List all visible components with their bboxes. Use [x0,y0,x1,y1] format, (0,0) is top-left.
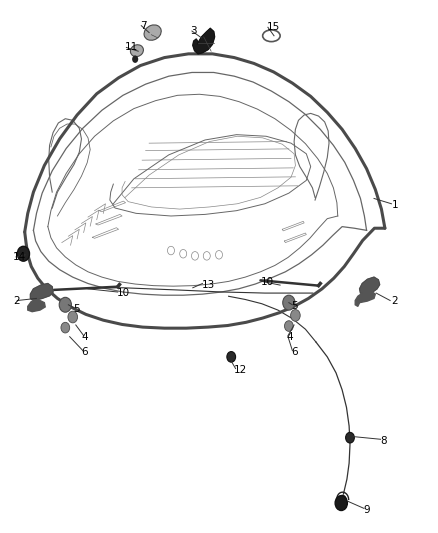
Circle shape [346,432,354,443]
Text: 5: 5 [291,301,298,311]
Circle shape [285,321,293,332]
Text: 2: 2 [13,296,20,306]
Text: 10: 10 [261,278,274,287]
Text: 15: 15 [267,22,280,33]
Ellipse shape [131,45,143,56]
Text: 4: 4 [81,332,88,342]
Circle shape [290,310,300,321]
Circle shape [17,246,29,261]
Text: 2: 2 [392,296,398,306]
Circle shape [61,322,70,333]
Polygon shape [360,277,380,294]
Text: 3: 3 [191,26,197,36]
Circle shape [59,297,71,312]
Circle shape [283,295,295,310]
Polygon shape [28,300,45,312]
Circle shape [68,311,78,323]
Ellipse shape [144,25,161,41]
Polygon shape [193,28,215,54]
Text: 14: 14 [13,252,26,262]
Text: 6: 6 [81,346,88,357]
Text: 5: 5 [73,304,79,314]
Text: 12: 12 [234,365,247,375]
Polygon shape [30,284,53,301]
Polygon shape [355,291,375,306]
Text: 1: 1 [392,200,398,211]
Circle shape [335,496,347,511]
Text: 6: 6 [291,346,298,357]
Circle shape [132,55,138,63]
Text: 7: 7 [141,21,147,31]
Text: 8: 8 [381,436,387,446]
Text: 4: 4 [287,332,293,342]
Text: 11: 11 [125,43,138,52]
Text: 13: 13 [201,280,215,290]
Circle shape [227,352,236,362]
Text: 10: 10 [117,288,130,298]
Text: 9: 9 [363,505,370,515]
